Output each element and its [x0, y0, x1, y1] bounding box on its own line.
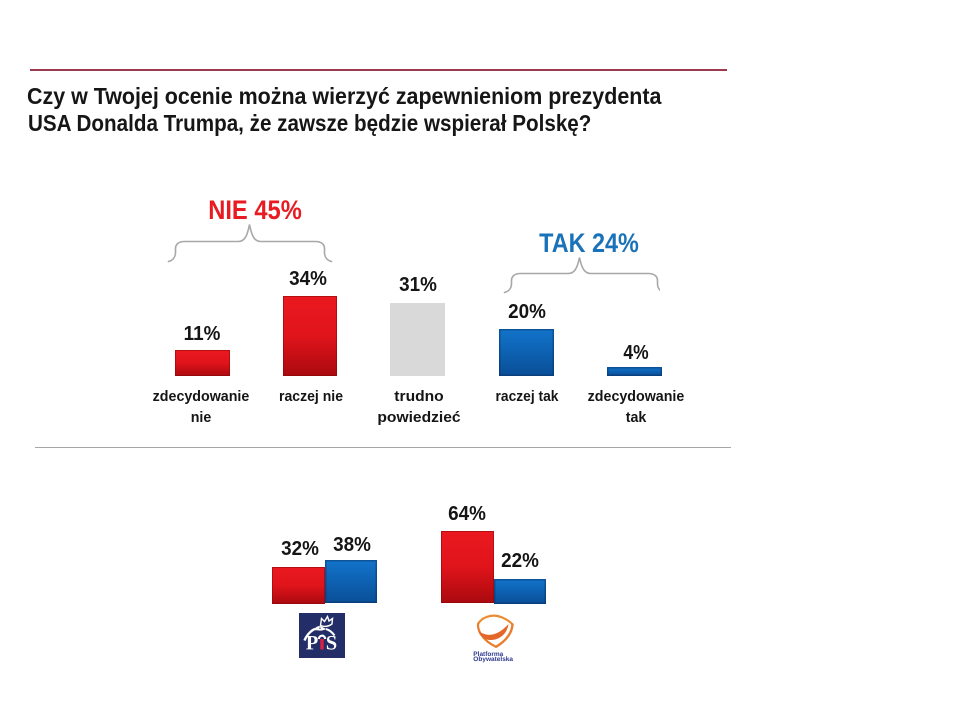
svg-text:Obywatelska: Obywatelska [473, 656, 513, 663]
svg-text:Platforma: Platforma [473, 651, 503, 658]
